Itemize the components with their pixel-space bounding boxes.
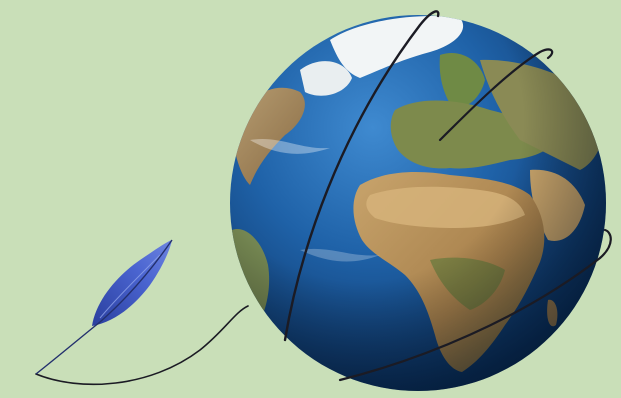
ink-arc-meridian — [283, 10, 440, 342]
ink-lines — [35, 10, 612, 386]
quill-feather — [35, 239, 173, 375]
ink-trail — [35, 305, 249, 386]
feather-shaft — [35, 239, 173, 375]
globe-shading — [230, 15, 606, 391]
feather-vane-inner — [99, 254, 161, 319]
ink-arc-equator — [338, 228, 612, 382]
ink-arc-europe — [438, 48, 554, 142]
